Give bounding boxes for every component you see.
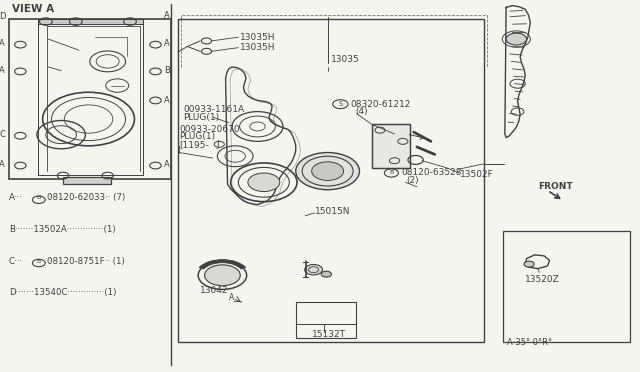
- Text: C: C: [0, 130, 5, 139]
- Bar: [372, 124, 410, 168]
- Bar: [63, 177, 111, 184]
- Text: 13035: 13035: [331, 55, 360, 64]
- Circle shape: [305, 264, 323, 275]
- Wedge shape: [199, 260, 246, 269]
- Text: 08320-61212: 08320-61212: [350, 100, 410, 109]
- Text: PLUG(1): PLUG(1): [184, 113, 220, 122]
- Text: VIEW A: VIEW A: [12, 4, 54, 14]
- Text: 08120-62033·· (7): 08120-62033·· (7): [47, 193, 125, 202]
- Circle shape: [506, 33, 527, 45]
- Text: 13042: 13042: [200, 286, 228, 295]
- Bar: [38, 19, 143, 24]
- Text: 13035H: 13035H: [239, 43, 275, 52]
- Text: 15132T: 15132T: [312, 330, 346, 339]
- Text: 13520Z: 13520Z: [525, 275, 560, 283]
- Text: A: A: [164, 96, 170, 105]
- Bar: [503, 231, 630, 342]
- Text: (4): (4): [355, 107, 367, 116]
- Bar: [9, 19, 172, 179]
- Circle shape: [205, 265, 240, 286]
- Text: 08120-8751F·· (1): 08120-8751F·· (1): [47, 257, 125, 266]
- Circle shape: [312, 162, 344, 180]
- Text: D: D: [0, 12, 6, 21]
- Text: A: A: [164, 12, 170, 20]
- Text: 13035H: 13035H: [239, 33, 275, 42]
- Text: [1195-: [1195-: [179, 140, 209, 149]
- Text: S: S: [339, 101, 342, 107]
- Text: B: B: [389, 170, 394, 176]
- Text: 00933-1161A: 00933-1161A: [184, 105, 244, 114]
- Text: 08120-63528: 08120-63528: [401, 169, 461, 177]
- Text: A: A: [229, 293, 235, 302]
- Bar: [372, 124, 410, 168]
- Text: A: A: [164, 39, 170, 48]
- Circle shape: [248, 173, 280, 192]
- Text: C···: C···: [9, 257, 23, 266]
- Text: A: A: [0, 160, 5, 169]
- Text: A: A: [0, 39, 5, 48]
- Text: A···: A···: [9, 193, 22, 202]
- Text: 15015N: 15015N: [315, 207, 350, 216]
- Bar: [178, 19, 484, 342]
- Text: A: A: [164, 160, 170, 169]
- Text: B: B: [164, 66, 170, 75]
- Text: PLUG(1): PLUG(1): [179, 132, 215, 141]
- Text: B·······13502A··············(1): B·······13502A··············(1): [9, 225, 115, 234]
- Text: B: B: [36, 259, 40, 264]
- Text: A·35° 0°R°: A·35° 0°R°: [508, 339, 552, 347]
- Text: 13502F: 13502F: [460, 170, 494, 179]
- Text: FRONT: FRONT: [538, 182, 573, 190]
- Text: D·······13540C··············(1): D·······13540C··············(1): [9, 288, 116, 297]
- Circle shape: [524, 261, 534, 267]
- Circle shape: [296, 153, 360, 190]
- Circle shape: [321, 271, 332, 277]
- Bar: [296, 302, 356, 338]
- Text: A: A: [0, 66, 5, 75]
- Text: (2): (2): [406, 176, 419, 185]
- Text: B: B: [36, 195, 40, 201]
- Text: 00933-20670: 00933-20670: [179, 125, 240, 134]
- Text: J: J: [216, 140, 219, 149]
